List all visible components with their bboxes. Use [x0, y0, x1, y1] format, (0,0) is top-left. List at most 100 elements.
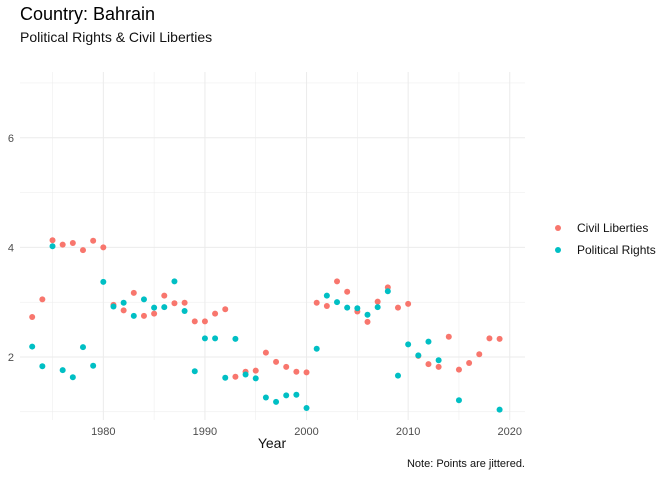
point-civil-liberties	[466, 360, 472, 366]
point-civil-liberties	[90, 238, 96, 244]
point-political-rights	[50, 243, 56, 249]
point-civil-liberties	[283, 364, 289, 370]
point-political-rights	[202, 335, 208, 341]
point-political-rights	[425, 339, 431, 345]
point-political-rights	[29, 344, 35, 350]
point-political-rights	[253, 375, 259, 381]
legend-label: Political Rights	[577, 243, 656, 257]
point-political-rights	[314, 346, 320, 352]
point-political-rights	[100, 279, 106, 285]
point-civil-liberties	[314, 300, 320, 306]
legend: Civil Liberties Political Rights	[555, 221, 656, 257]
legend-key	[555, 225, 561, 231]
point-political-rights	[90, 363, 96, 369]
x-tick-label: 2010	[396, 426, 420, 438]
point-political-rights	[415, 352, 421, 358]
point-political-rights	[80, 344, 86, 350]
point-political-rights	[304, 405, 310, 411]
point-political-rights	[39, 363, 45, 369]
point-political-rights	[263, 395, 269, 401]
data-points	[29, 237, 502, 412]
point-political-rights	[212, 335, 218, 341]
point-civil-liberties	[263, 350, 269, 356]
point-civil-liberties	[39, 296, 45, 302]
point-civil-liberties	[121, 307, 127, 313]
chart-caption: Note: Points are jittered.	[407, 458, 525, 470]
point-political-rights	[232, 336, 238, 342]
point-political-rights	[344, 305, 350, 311]
point-civil-liberties	[141, 313, 147, 319]
point-civil-liberties	[151, 311, 157, 317]
point-political-rights	[141, 296, 147, 302]
legend-label: Civil Liberties	[577, 221, 648, 235]
point-civil-liberties	[436, 364, 442, 370]
point-civil-liberties	[161, 293, 167, 299]
point-civil-liberties	[232, 374, 238, 380]
point-civil-liberties	[395, 305, 401, 311]
point-civil-liberties	[70, 240, 76, 246]
point-civil-liberties	[253, 368, 259, 374]
y-tick-label: 2	[8, 352, 14, 364]
point-political-rights	[293, 392, 299, 398]
point-political-rights	[436, 357, 442, 363]
x-tick-label: 1980	[91, 426, 115, 438]
point-civil-liberties	[375, 299, 381, 305]
point-civil-liberties	[304, 369, 310, 375]
point-political-rights	[182, 308, 188, 314]
legend-key	[555, 247, 561, 253]
point-civil-liberties	[80, 247, 86, 253]
point-political-rights	[354, 305, 360, 311]
point-civil-liberties	[171, 300, 177, 306]
gridlines	[20, 72, 525, 420]
point-political-rights	[273, 399, 279, 405]
point-civil-liberties	[293, 369, 299, 375]
point-civil-liberties	[497, 336, 503, 342]
point-civil-liberties	[60, 242, 66, 248]
point-civil-liberties	[324, 303, 330, 309]
point-political-rights	[334, 299, 340, 305]
point-political-rights	[395, 373, 401, 379]
point-political-rights	[365, 312, 371, 318]
point-political-rights	[161, 304, 167, 310]
point-civil-liberties	[273, 359, 279, 365]
point-civil-liberties	[212, 311, 218, 317]
point-civil-liberties	[29, 314, 35, 320]
point-civil-liberties	[222, 306, 228, 312]
point-civil-liberties	[486, 335, 492, 341]
point-civil-liberties	[365, 319, 371, 325]
y-tick-label: 4	[8, 242, 14, 254]
point-political-rights	[222, 375, 228, 381]
point-political-rights	[131, 313, 137, 319]
point-political-rights	[60, 367, 66, 373]
x-axis-title: Year	[258, 435, 287, 451]
point-civil-liberties	[334, 278, 340, 284]
point-political-rights	[151, 305, 157, 311]
point-political-rights	[324, 293, 330, 299]
point-political-rights	[121, 300, 127, 306]
point-civil-liberties	[182, 300, 188, 306]
point-political-rights	[497, 407, 503, 413]
point-political-rights	[70, 374, 76, 380]
point-civil-liberties	[456, 367, 462, 373]
point-civil-liberties	[50, 237, 56, 243]
point-civil-liberties	[446, 334, 452, 340]
point-civil-liberties	[425, 361, 431, 367]
x-tick-label: 2020	[498, 426, 522, 438]
point-political-rights	[385, 288, 391, 294]
point-civil-liberties	[100, 244, 106, 250]
x-tick-label: 1990	[193, 426, 217, 438]
point-civil-liberties	[131, 290, 137, 296]
x-tick-label: 2000	[294, 426, 318, 438]
point-political-rights	[171, 278, 177, 284]
point-political-rights	[110, 304, 116, 310]
point-civil-liberties	[202, 318, 208, 324]
point-political-rights	[456, 397, 462, 403]
point-civil-liberties	[405, 301, 411, 307]
axis-labels: 1980 1990 2000 2010 2020 2 4 6	[8, 133, 522, 438]
point-political-rights	[405, 341, 411, 347]
y-tick-label: 6	[8, 133, 14, 145]
point-political-rights	[375, 304, 381, 310]
point-civil-liberties	[192, 318, 198, 324]
point-civil-liberties	[476, 351, 482, 357]
